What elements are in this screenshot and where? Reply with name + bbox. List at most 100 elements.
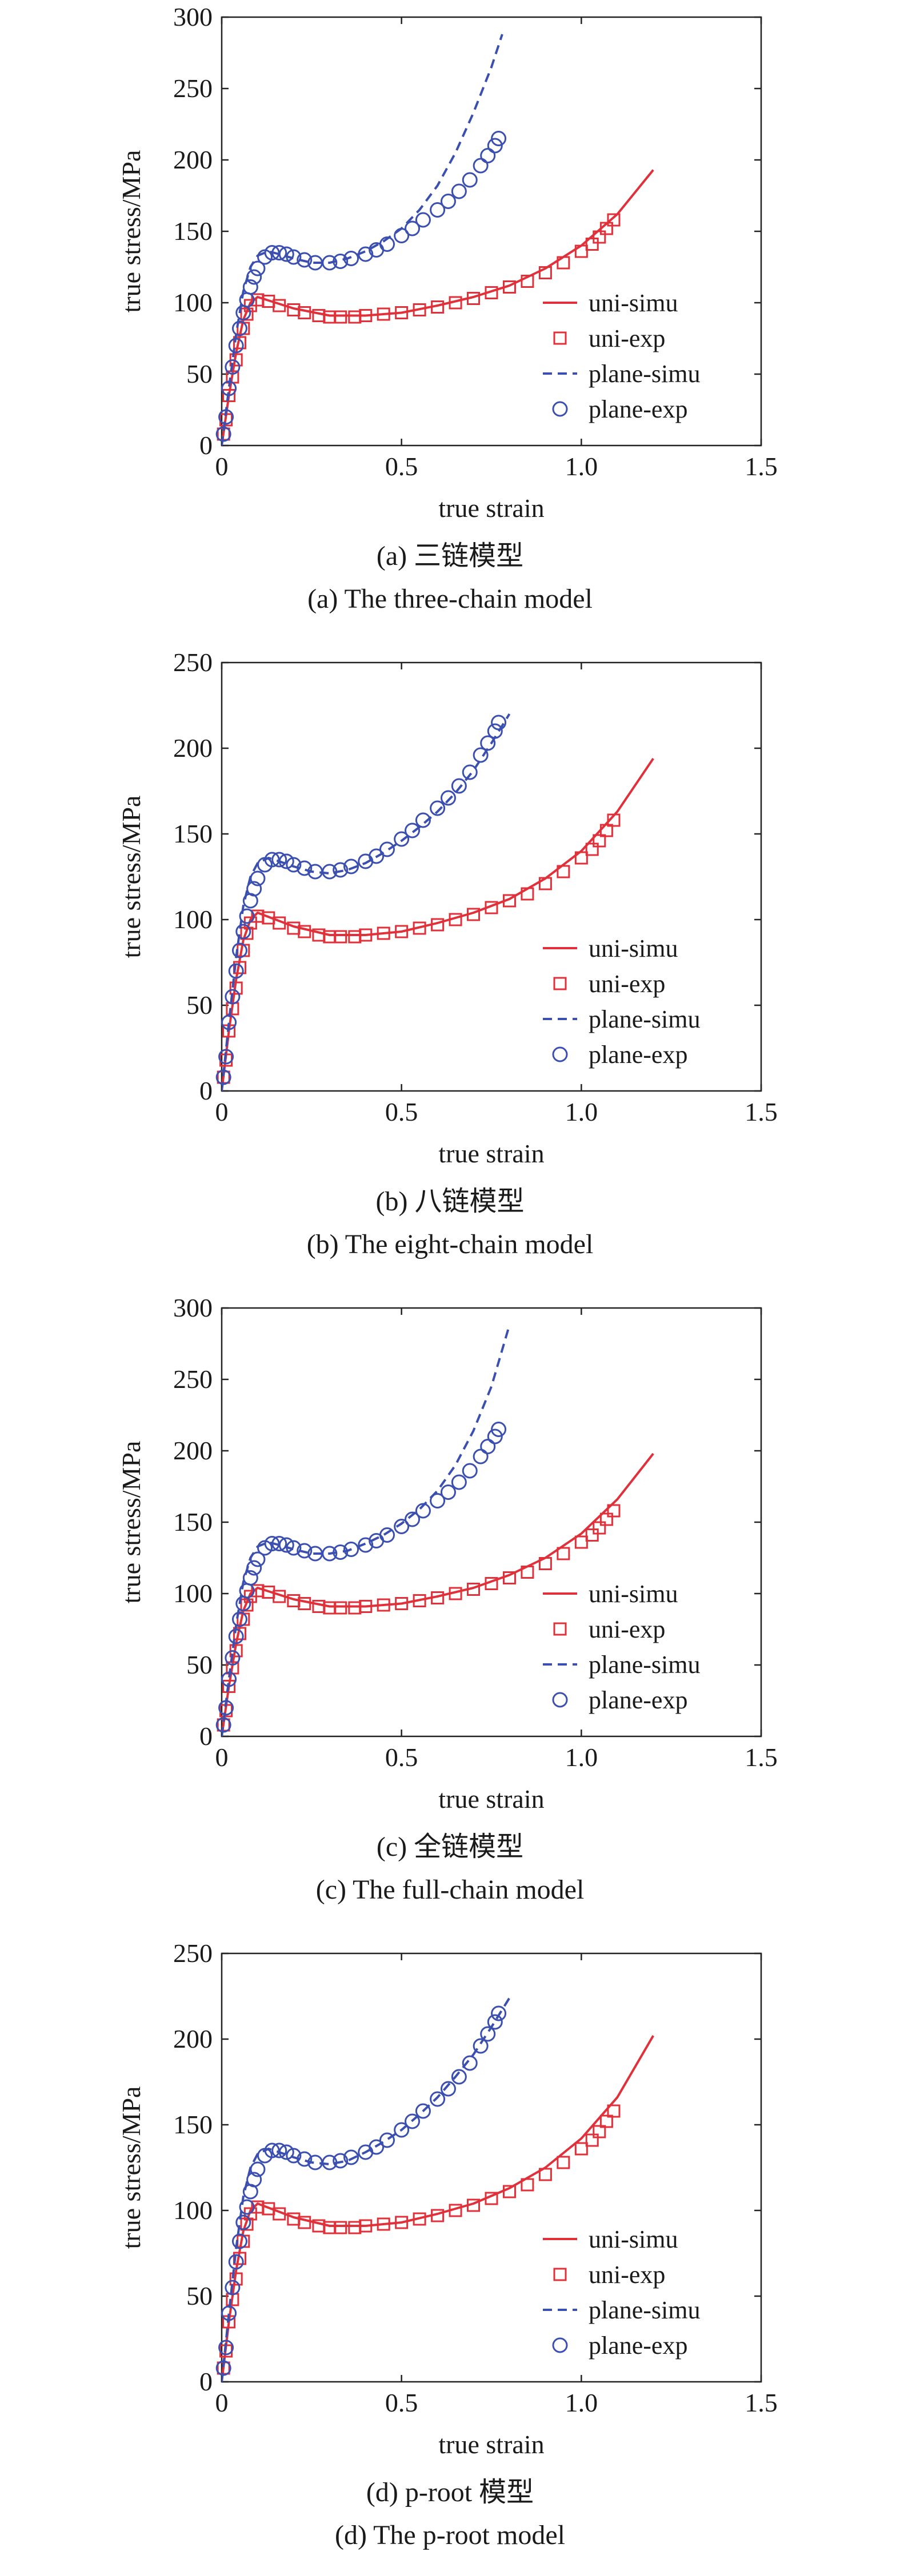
chart-a-series-uni-exp-point bbox=[413, 303, 426, 316]
chart-d-ytick-label: 150 bbox=[173, 2110, 213, 2139]
chart-d-legend-swatch-uni-exp bbox=[553, 2268, 567, 2281]
chart-c-series-uni-exp-point bbox=[574, 1535, 588, 1549]
chart-a-series-plane-exp-point bbox=[333, 254, 349, 269]
chart-a-series-uni-exp-point bbox=[502, 280, 516, 294]
chart-b-series-uni-exp-point bbox=[485, 901, 498, 914]
chart-c-series-uni-exp-point bbox=[521, 1566, 534, 1579]
chart-a-ytick-label: 50 bbox=[186, 359, 213, 388]
chart-c-ytick-label: 0 bbox=[199, 1722, 213, 1751]
chart-d-series-plane-exp-point bbox=[343, 2149, 359, 2165]
chart-c-plot-frame bbox=[221, 1307, 762, 1738]
chart-a-series-plane-exp-point bbox=[215, 426, 231, 442]
chart-b-ytick-label: 50 bbox=[186, 990, 213, 1020]
chart-c-ytick-label: 200 bbox=[173, 1436, 213, 1465]
chart-c-series-plane-exp-point bbox=[278, 1537, 294, 1553]
chart-a-series-plane-exp-point bbox=[379, 236, 395, 252]
chart-d-legend-label-plane-exp: plane-exp bbox=[589, 2332, 687, 2360]
caption-en-a: (a) The three-chain model bbox=[307, 584, 593, 614]
chart-c-series-plane-exp-point bbox=[462, 1463, 478, 1479]
chart-d-series-uni-exp-point bbox=[298, 2216, 311, 2229]
chart-a-series-plane-exp-point bbox=[415, 212, 431, 228]
chart-c-series-uni-exp-point bbox=[538, 1557, 552, 1570]
chart-a-series-uni-exp-point bbox=[585, 238, 599, 251]
chart-d-series-plane-exp-point bbox=[491, 2005, 507, 2021]
chart-b-series-uni-exp-point bbox=[599, 824, 613, 837]
chart-c-ytick-label: 150 bbox=[173, 1507, 213, 1536]
caption-cn-c: (c) 全链模型 bbox=[376, 1832, 524, 1862]
chart-b-svg: 0 50 100 150 200 250 0 0.5 1.0 1.5 true strain true… bbox=[117, 648, 778, 1168]
chart-c-series-plane-exp-point bbox=[491, 1422, 507, 1437]
chart-c-xtick-label: 1.5 bbox=[745, 1743, 778, 1772]
chart-b-legend-label-plane-simu: plane-simu bbox=[589, 1005, 701, 1033]
chart-c-legend-swatch-plane-exp bbox=[552, 1692, 568, 1708]
chart-d-series-plane-exp-point bbox=[239, 2199, 255, 2215]
chart-c-ytick-label: 300 bbox=[173, 1293, 213, 1322]
chart-d-series-plane-exp-point bbox=[278, 2144, 294, 2160]
chart-b-series-uni-exp-point bbox=[273, 916, 286, 930]
chart-a-series-plane-exp-point bbox=[246, 269, 262, 285]
chart-a-series-plane-exp-point bbox=[343, 251, 359, 266]
chart-a-ytick-label: 300 bbox=[173, 2, 213, 31]
chart-c-xtick-label: 1.0 bbox=[565, 1743, 598, 1772]
chart-b-xtick-label: 0.5 bbox=[385, 1097, 418, 1126]
chart-b-series-uni-exp-point bbox=[413, 921, 426, 935]
chart-c-series-plane-exp-point bbox=[225, 1650, 241, 1666]
chart-c-legend-swatch-uni-exp bbox=[553, 1622, 567, 1636]
chart-a-series-uni-exp-point bbox=[273, 299, 286, 312]
chart-b-ytick-label: 100 bbox=[173, 905, 213, 934]
chart-a-series-plane-exp-point bbox=[358, 246, 374, 262]
chart-d-series-uni-exp-point bbox=[240, 2217, 254, 2231]
chart-a-ytick-label: 0 bbox=[199, 431, 213, 460]
chart-d-legend-swatch-plane-exp bbox=[552, 2337, 568, 2353]
chart-b-series-plane-exp-point bbox=[394, 831, 410, 847]
chart-b-series-uni-exp-point bbox=[359, 928, 373, 942]
chart-d-series-uni-exp-point bbox=[521, 2178, 534, 2192]
chart-b-series-uni-exp-point bbox=[585, 842, 599, 856]
chart-b-ytick-label: 150 bbox=[173, 819, 213, 848]
chart-a-series-plane-exp-point bbox=[473, 158, 489, 174]
chart-d-series-uni-exp-point bbox=[557, 2156, 570, 2169]
chart-b-xtick-label: 1.0 bbox=[565, 1097, 598, 1126]
chart-a-series-plane-exp-point bbox=[487, 138, 503, 154]
chart-b-series-uni-exp-point bbox=[521, 887, 534, 901]
chart-c-series-plane-exp-point bbox=[221, 1671, 237, 1687]
chart-d-legend-label-uni-exp: uni-exp bbox=[589, 2261, 665, 2289]
chart-c-series-plane-exp-point bbox=[250, 1551, 266, 1567]
chart-b-series-uni-exp-point bbox=[502, 894, 516, 908]
chart-a-series-plane-exp-point bbox=[286, 249, 302, 265]
chart-c-series-uni-exp-point bbox=[395, 1597, 409, 1610]
chart-b-series-plane-exp-point bbox=[379, 841, 395, 857]
chart-b-series-uni-exp-point bbox=[395, 925, 409, 938]
chart-c-series-plane-exp-point bbox=[430, 1493, 446, 1508]
chart-a-series-plane-exp-point bbox=[278, 246, 294, 262]
chart-d-series-uni-exp-point bbox=[574, 2142, 588, 2156]
chart-a-y-axis-label: true stress/MPa bbox=[117, 150, 146, 313]
chart-b-series-uni-exp-point bbox=[538, 877, 552, 890]
chart-b-series-plane-exp-point bbox=[271, 852, 287, 868]
chart-d-series-plane-exp-point bbox=[225, 2280, 241, 2296]
chart-a-ytick-label: 200 bbox=[173, 145, 213, 174]
chart-c-series-uni-exp-point bbox=[449, 1587, 462, 1600]
chart-b-ytick-label: 0 bbox=[199, 1076, 213, 1105]
chart-a-series-plane-exp-point bbox=[322, 255, 338, 271]
chart-c-series-plane-exp-point bbox=[246, 1560, 262, 1576]
chart-d-series-uni-exp-point bbox=[359, 2219, 373, 2233]
chart-d-x-axis-label: true strain bbox=[438, 2430, 544, 2459]
chart-d-xtick-label: 1.0 bbox=[565, 2388, 598, 2417]
chart-c-series-uni-exp-point bbox=[240, 1598, 254, 1612]
chart-a-ytick-label: 150 bbox=[173, 216, 213, 246]
chart-a-series-uni-exp-point bbox=[334, 310, 347, 324]
caption-en-b: (b) The eight-chain model bbox=[306, 1229, 594, 1259]
chart-c-series-plane-exp-point bbox=[218, 1700, 234, 1716]
chart-b-series-plane-exp-point bbox=[246, 881, 262, 897]
chart-a-series-plane-exp-point bbox=[250, 260, 266, 276]
chart-b-series-plane-exp-point bbox=[215, 1069, 231, 1085]
chart-b-series-plane-exp-point bbox=[369, 848, 385, 864]
chart-d-series-plane-exp-point bbox=[221, 2305, 237, 2321]
chart-d-legend-label-uni-simu: uni-simu bbox=[589, 2225, 678, 2253]
chart-d-series-uni-exp-point bbox=[413, 2212, 426, 2226]
chart-b-series-plane-exp-point bbox=[228, 963, 244, 979]
chart-b-legend-label-plane-exp: plane-exp bbox=[589, 1041, 687, 1069]
chart-c-series-plane-exp-point bbox=[451, 1474, 467, 1490]
chart-a-xtick-label: 1.5 bbox=[745, 452, 778, 481]
